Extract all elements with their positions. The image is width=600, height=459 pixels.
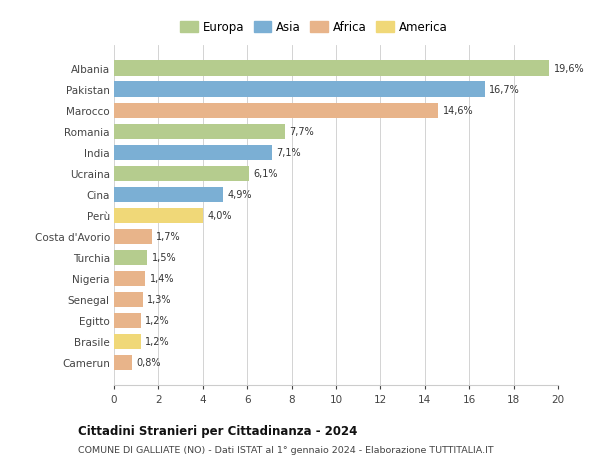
Bar	[114, 271, 145, 286]
Bar	[114, 103, 438, 118]
Legend: Europa, Asia, Africa, America: Europa, Asia, Africa, America	[178, 19, 449, 37]
Text: 6,1%: 6,1%	[254, 169, 278, 179]
Text: 4,9%: 4,9%	[227, 190, 252, 200]
Bar	[114, 250, 148, 265]
Bar	[114, 355, 132, 370]
Bar	[114, 124, 285, 140]
Text: 16,7%: 16,7%	[489, 85, 520, 95]
Text: 7,7%: 7,7%	[289, 127, 314, 137]
Text: 14,6%: 14,6%	[443, 106, 473, 116]
Text: 7,1%: 7,1%	[276, 148, 301, 158]
Text: 1,5%: 1,5%	[152, 253, 176, 263]
Bar	[114, 334, 140, 349]
Bar	[114, 62, 549, 77]
Text: 19,6%: 19,6%	[554, 64, 584, 74]
Bar	[114, 292, 143, 307]
Bar	[114, 208, 203, 223]
Bar	[114, 145, 272, 160]
Text: COMUNE DI GALLIATE (NO) - Dati ISTAT al 1° gennaio 2024 - Elaborazione TUTTITALI: COMUNE DI GALLIATE (NO) - Dati ISTAT al …	[78, 445, 494, 454]
Text: 1,4%: 1,4%	[149, 274, 174, 284]
Bar	[114, 313, 140, 328]
Bar	[114, 166, 250, 181]
Text: 0,8%: 0,8%	[136, 358, 161, 368]
Text: 1,7%: 1,7%	[156, 232, 181, 242]
Text: 4,0%: 4,0%	[207, 211, 232, 221]
Text: Cittadini Stranieri per Cittadinanza - 2024: Cittadini Stranieri per Cittadinanza - 2…	[78, 424, 358, 437]
Bar	[114, 187, 223, 202]
Text: 1,3%: 1,3%	[148, 295, 172, 305]
Text: 1,2%: 1,2%	[145, 336, 170, 347]
Bar	[114, 82, 485, 97]
Bar	[114, 229, 152, 244]
Text: 1,2%: 1,2%	[145, 316, 170, 325]
